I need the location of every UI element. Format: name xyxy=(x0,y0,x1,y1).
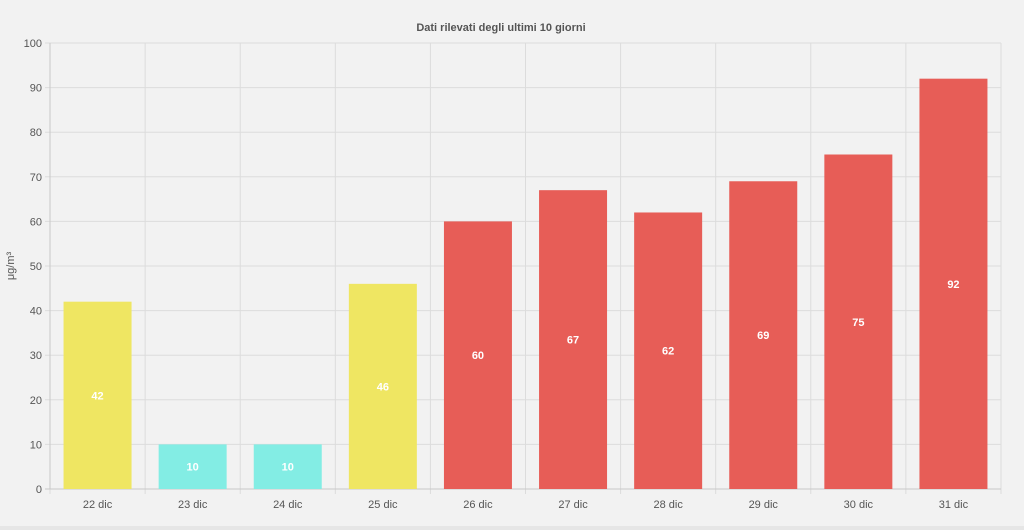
y-tick-label: 10 xyxy=(30,439,42,451)
x-tick-label: 27 dic xyxy=(558,499,588,511)
bar-value-label: 75 xyxy=(852,317,864,329)
x-tick-label: 25 dic xyxy=(368,499,398,511)
y-tick-label: 0 xyxy=(36,484,42,496)
bottom-strip xyxy=(0,526,1024,530)
bar xyxy=(63,301,132,489)
x-tick-label: 26 dic xyxy=(463,499,493,511)
bar xyxy=(539,190,608,489)
x-tick-label: 24 dic xyxy=(273,499,303,511)
y-tick-label: 80 xyxy=(30,127,42,139)
bar-value-label: 67 xyxy=(567,335,579,347)
x-tick-label: 23 dic xyxy=(178,499,208,511)
x-tick-label: 30 dic xyxy=(844,499,874,511)
bar xyxy=(634,212,703,490)
data-labels: 42 10 10 46 60 67 62 69 75 92 xyxy=(91,279,959,474)
y-tick-label: 20 xyxy=(30,395,42,407)
y-tick-label: 50 xyxy=(30,261,42,273)
chart-title: Dati rilevati degli ultimi 10 giorni xyxy=(416,22,585,34)
bar-value-label: 60 xyxy=(472,350,484,362)
bar xyxy=(729,181,798,489)
bar xyxy=(919,78,988,490)
x-tick-label: 28 dic xyxy=(653,499,683,511)
y-tick-label: 90 xyxy=(30,83,42,95)
x-tick-label: 31 dic xyxy=(939,499,969,511)
x-tick-label: 29 dic xyxy=(749,499,779,511)
bar-value-label: 10 xyxy=(187,462,199,474)
bar-value-label: 69 xyxy=(757,330,769,342)
bar xyxy=(443,221,512,489)
axis-ticks: 0 10 20 30 40 50 60 70 80 90 100 22 dic 23 dic 24 dic… xyxy=(24,38,969,511)
y-tick-label: 100 xyxy=(24,38,42,50)
y-tick-label: 70 xyxy=(30,172,42,184)
x-tick-label: 22 dic xyxy=(83,499,113,511)
y-axis-label: μg/m³ xyxy=(5,251,17,280)
bars xyxy=(63,78,988,490)
bar-value-label: 10 xyxy=(282,462,294,474)
bar-value-label: 46 xyxy=(377,381,389,393)
bar xyxy=(348,283,417,489)
y-tick-label: 60 xyxy=(30,216,42,228)
y-tick-label: 30 xyxy=(30,350,42,362)
bar xyxy=(253,444,322,489)
y-tick-label: 40 xyxy=(30,306,42,318)
bar-value-label: 92 xyxy=(947,279,959,291)
bar-value-label: 42 xyxy=(91,390,103,402)
bar xyxy=(824,154,893,489)
bar-value-label: 62 xyxy=(662,346,674,358)
bar xyxy=(158,444,227,489)
